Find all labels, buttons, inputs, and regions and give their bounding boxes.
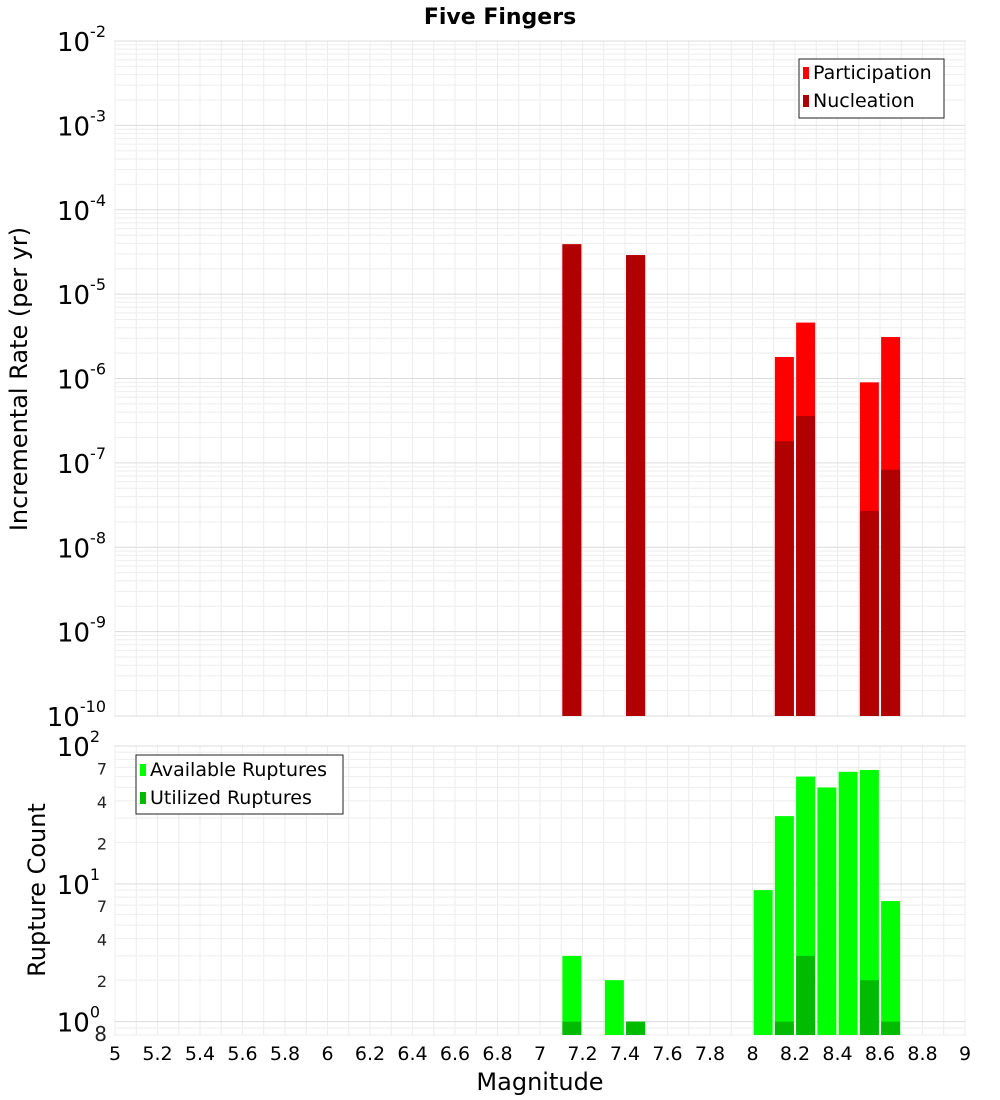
x-tick-label: 7 — [534, 1043, 546, 1065]
bar-available-ruptures — [817, 787, 837, 1035]
bar-nucleation — [859, 510, 879, 716]
bar-nucleation — [774, 441, 794, 716]
x-tick-label: 9 — [959, 1043, 971, 1065]
y-minor-tick-label: 7 — [97, 897, 107, 916]
y-minor-tick-label: 8 — [94, 1022, 107, 1046]
legend-swatch-participation — [803, 67, 809, 79]
y-tick-label: 101 — [57, 865, 100, 901]
bar-utilized-ruptures — [774, 1021, 794, 1035]
bar-nucleation — [562, 244, 582, 717]
bar-available-ruptures — [562, 955, 582, 1035]
y-minor-tick-label: 4 — [97, 931, 107, 950]
top-legend: Participation Nucleation — [798, 58, 945, 119]
legend-swatch-utilized-ruptures — [140, 792, 146, 804]
legend-label-available-ruptures: Available Ruptures — [150, 759, 327, 781]
x-tick-label: 8.6 — [865, 1043, 895, 1065]
x-tick-label: 6.6 — [440, 1043, 470, 1065]
y-minor-tick-label: 2 — [97, 834, 107, 853]
top-grid — [114, 40, 966, 717]
x-tick-label: 6 — [321, 1043, 333, 1065]
bar-utilized-ruptures — [796, 955, 816, 1035]
bottom-y-axis-label: Rupture Count — [23, 803, 51, 977]
x-tick-label: 7.8 — [695, 1043, 725, 1065]
x-axis-ticks: 5 5.2 5.4 5.6 5.8 6 6.2 6.4 6.6 6.8 7 7.2 7.4 7.6 7.8 8… — [109, 1043, 971, 1065]
y-tick-label: 102 — [57, 727, 100, 763]
top-y-axis-label: Incremental Rate (per yr) — [5, 227, 33, 531]
x-tick-label: 6.4 — [397, 1043, 427, 1065]
x-tick-label: 8.8 — [907, 1043, 937, 1065]
chart-title: Five Fingers — [424, 5, 576, 30]
bar-utilized-ruptures — [626, 1021, 646, 1035]
y-tick-label: 10-7 — [57, 444, 106, 480]
bar-available-ruptures — [881, 901, 901, 1035]
x-tick-label: 7.2 — [567, 1043, 597, 1065]
bar-utilized-ruptures — [562, 1021, 582, 1035]
x-tick-label: 8 — [746, 1043, 758, 1065]
bar-available-ruptures — [604, 980, 624, 1035]
bar-available-ruptures — [774, 816, 794, 1035]
bar-nucleation — [796, 415, 816, 716]
legend-swatch-available-ruptures — [140, 764, 146, 776]
x-tick-label: 5.6 — [227, 1043, 257, 1065]
y-tick-label: 10-9 — [57, 613, 106, 649]
bar-utilized-ruptures — [881, 1021, 901, 1035]
y-tick-label: 10-6 — [57, 360, 106, 396]
x-tick-label: 5.8 — [270, 1043, 300, 1065]
bottom-bars — [562, 769, 901, 1035]
bar-nucleation — [881, 469, 901, 716]
legend-swatch-nucleation — [803, 95, 809, 107]
y-minor-tick-label: 7 — [97, 759, 107, 778]
y-tick-label: 10-4 — [57, 191, 106, 227]
bottom-legend: Available Ruptures Utilized Ruptures — [135, 754, 344, 815]
y-tick-label: 10-3 — [57, 106, 106, 142]
legend-label-utilized-ruptures: Utilized Ruptures — [150, 787, 312, 809]
x-tick-label: 5.2 — [142, 1043, 172, 1065]
bar-utilized-ruptures — [859, 980, 879, 1035]
bar-nucleation — [626, 255, 646, 716]
y-minor-tick-label: 4 — [97, 793, 107, 812]
top-bars — [562, 244, 901, 717]
bar-available-ruptures — [753, 890, 773, 1035]
x-tick-label: 8.4 — [822, 1043, 852, 1065]
y-tick-label: 10-2 — [57, 22, 106, 58]
bar-available-ruptures — [859, 769, 879, 1035]
x-tick-label: 5 — [109, 1043, 121, 1065]
x-tick-label: 6.8 — [482, 1043, 512, 1065]
x-tick-label: 7.4 — [610, 1043, 640, 1065]
y-minor-tick-label: 2 — [97, 972, 107, 991]
bottom-legend-box — [135, 754, 344, 815]
legend-label-participation: Participation — [813, 62, 932, 84]
x-tick-label: 7.6 — [652, 1043, 682, 1065]
x-tick-label: 6.2 — [355, 1043, 385, 1065]
legend-label-nucleation: Nucleation — [813, 90, 915, 112]
x-tick-label: 5.4 — [185, 1043, 215, 1065]
y-tick-label: 10-8 — [57, 528, 106, 564]
x-axis-label: Magnitude — [476, 1068, 603, 1096]
top-legend-box — [798, 58, 945, 119]
x-tick-label: 8.2 — [780, 1043, 810, 1065]
bar-available-ruptures — [838, 771, 858, 1035]
y-tick-label: 10-5 — [57, 275, 106, 311]
